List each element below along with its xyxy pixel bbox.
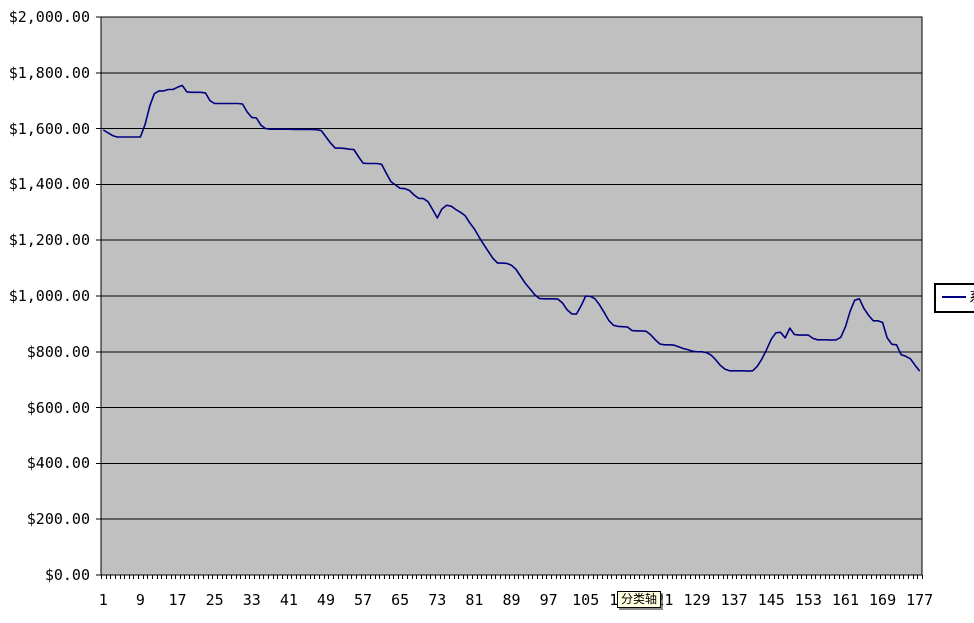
y-axis-label: $1,400.00: [8, 175, 90, 194]
x-axis-label: 81: [465, 591, 484, 609]
y-axis-label: $200.00: [26, 510, 90, 529]
y-axis-label: $800.00: [26, 342, 90, 361]
y-axis-label: $1,200.00: [8, 231, 90, 250]
y-axis-label: $1,600.00: [8, 119, 90, 138]
x-axis-label: 129: [683, 591, 711, 609]
y-axis-label: $400.00: [26, 454, 90, 473]
x-ticks: [101, 575, 923, 579]
x-axis-label: 1: [98, 591, 108, 609]
x-axis-label: 41: [279, 591, 298, 609]
x-axis-label: 49: [316, 591, 335, 609]
x-axis-label: 57: [354, 591, 373, 609]
legend-line-sample: [942, 296, 966, 298]
x-axis-label: 73: [428, 591, 447, 609]
y-axis-label: $1,000.00: [8, 287, 90, 305]
x-axis-label: 105: [572, 591, 600, 609]
y-axis-label: $2,000.00: [8, 8, 90, 26]
series-line[interactable]: [102, 84, 921, 372]
x-axis-label: 9: [135, 591, 145, 609]
x-axis-label: 177: [906, 591, 934, 609]
x-axis-label: 33: [242, 591, 261, 609]
x-axis-label: 17: [168, 591, 187, 609]
x-axis-label: 161: [831, 591, 859, 609]
legend-label-fragment: 系: [969, 290, 974, 306]
x-axis-label: 89: [502, 591, 521, 609]
x-axis-label: 65: [391, 591, 410, 609]
x-axis-label: 137: [720, 591, 748, 609]
x-axis-label: 97: [539, 591, 558, 609]
x-axis-label: 153: [794, 591, 822, 609]
tooltip-text: 分类轴: [621, 592, 658, 606]
y-axis-label: $600.00: [26, 398, 90, 417]
legend[interactable]: 系: [934, 283, 974, 313]
x-axis-label: 25: [205, 591, 224, 609]
y-axis-label: $1,800.00: [8, 63, 90, 82]
x-axis-label: 145: [757, 591, 785, 609]
y-axis-label: $0.00: [44, 566, 90, 584]
category-axis-tooltip: 分类轴: [617, 591, 662, 608]
x-axis-label: 169: [869, 591, 897, 609]
